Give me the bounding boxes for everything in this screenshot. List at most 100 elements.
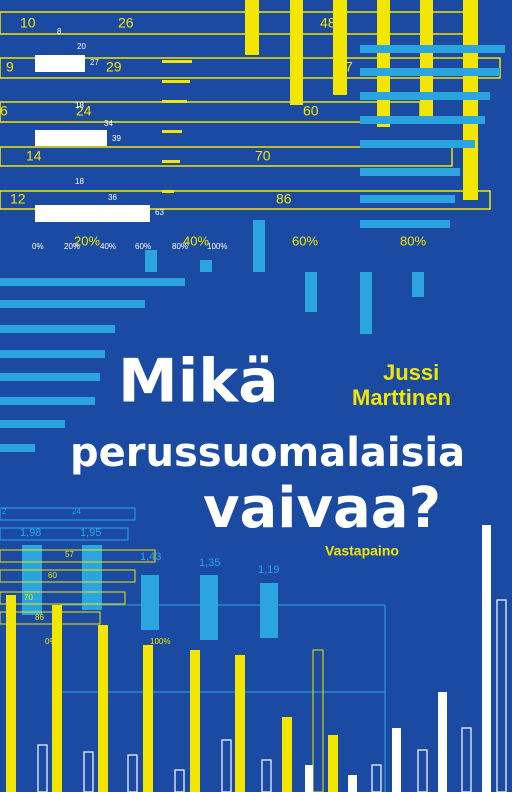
decor-label: 24 [76, 103, 92, 119]
decor-label: 39 [112, 134, 121, 143]
decor-label: 18 [75, 177, 84, 186]
row-outline [0, 146, 453, 167]
decor-label: 9 [6, 59, 14, 75]
publisher: Vastapaino [325, 543, 399, 559]
decor-label: 40% [183, 233, 209, 248]
bar [0, 397, 95, 405]
bar [482, 525, 491, 792]
bar [305, 765, 313, 792]
decor-label: 0% [32, 242, 44, 251]
bar [392, 728, 401, 792]
bottom-yellow-bars [6, 595, 338, 792]
title-line: vaivaa? [203, 476, 441, 541]
bar [348, 775, 357, 792]
decor-label: 70 [24, 593, 33, 602]
bar [360, 168, 460, 176]
title-line: perussuomalaisia [70, 430, 465, 476]
outline [0, 591, 126, 605]
outline [417, 749, 428, 792]
decor-label: 100% [150, 637, 170, 646]
bar [282, 717, 292, 792]
bar [0, 444, 35, 452]
bar [35, 130, 107, 146]
bar [6, 595, 16, 792]
decor-label: 6 [0, 103, 8, 119]
dash [162, 80, 190, 83]
outline [0, 507, 136, 521]
bottom-white-outlines [37, 599, 507, 792]
outline [221, 739, 232, 792]
bar [328, 735, 338, 792]
outline [371, 764, 382, 792]
decor-label: 0% [45, 637, 57, 646]
decor-label: 60% [292, 233, 318, 248]
decor-label: 60% [135, 242, 151, 251]
bar [360, 272, 372, 334]
outline [461, 727, 472, 792]
bar [360, 92, 490, 100]
dash [162, 60, 192, 63]
decor-label: 24 [72, 507, 81, 516]
decor-label: 80% [172, 242, 188, 251]
dash [162, 160, 180, 163]
bar [420, 0, 433, 120]
decor-label: 8 [57, 27, 62, 36]
decor-label: 60 [303, 103, 319, 119]
bar [360, 140, 475, 148]
bar [245, 0, 259, 55]
outline [261, 759, 272, 792]
bar [0, 420, 65, 428]
bar [145, 250, 157, 272]
outline [83, 751, 94, 792]
bar [0, 350, 105, 358]
bar [260, 583, 278, 638]
bar [377, 0, 390, 127]
bar [200, 260, 212, 272]
bar [0, 373, 100, 381]
bar [143, 645, 153, 792]
bar [412, 272, 424, 297]
decor-label: 60 [48, 571, 57, 580]
bar [98, 625, 108, 792]
decor-label: 1,95 [80, 527, 101, 539]
bar [360, 116, 485, 124]
decor-label: 26 [118, 15, 134, 31]
title-line: Mikä [118, 347, 279, 417]
decor-label: 18 [75, 101, 84, 110]
decor-label: 12 [10, 191, 26, 207]
bar [290, 0, 303, 105]
decor-label: 57 [65, 550, 74, 559]
author: Marttinen [352, 385, 451, 410]
decor-label: 20% [64, 242, 80, 251]
bar [0, 278, 185, 286]
white-bars [35, 55, 150, 222]
bottom-white-bars [305, 525, 491, 792]
bar [141, 575, 159, 630]
bar [253, 220, 265, 272]
bar [360, 195, 455, 203]
decor-label: 27 [90, 58, 99, 67]
bar [0, 325, 115, 333]
outline [0, 549, 156, 563]
bar [333, 0, 347, 95]
bar [438, 692, 447, 792]
row-outline [0, 190, 491, 210]
decor-label: 34 [104, 119, 113, 128]
outline [174, 769, 185, 792]
outline [37, 744, 48, 792]
decor-label: 20% [74, 233, 100, 248]
bar [360, 45, 505, 53]
decor-label: 14 [26, 148, 42, 164]
decor-label: 48 [320, 15, 336, 31]
decor-label: 2 [2, 507, 7, 516]
outline [0, 527, 129, 541]
decor-label: 70 [255, 148, 271, 164]
decor-label: 86 [276, 191, 292, 207]
bar [0, 300, 145, 308]
bar [200, 575, 218, 640]
bar [52, 605, 62, 792]
bottom-outlines [0, 549, 324, 792]
